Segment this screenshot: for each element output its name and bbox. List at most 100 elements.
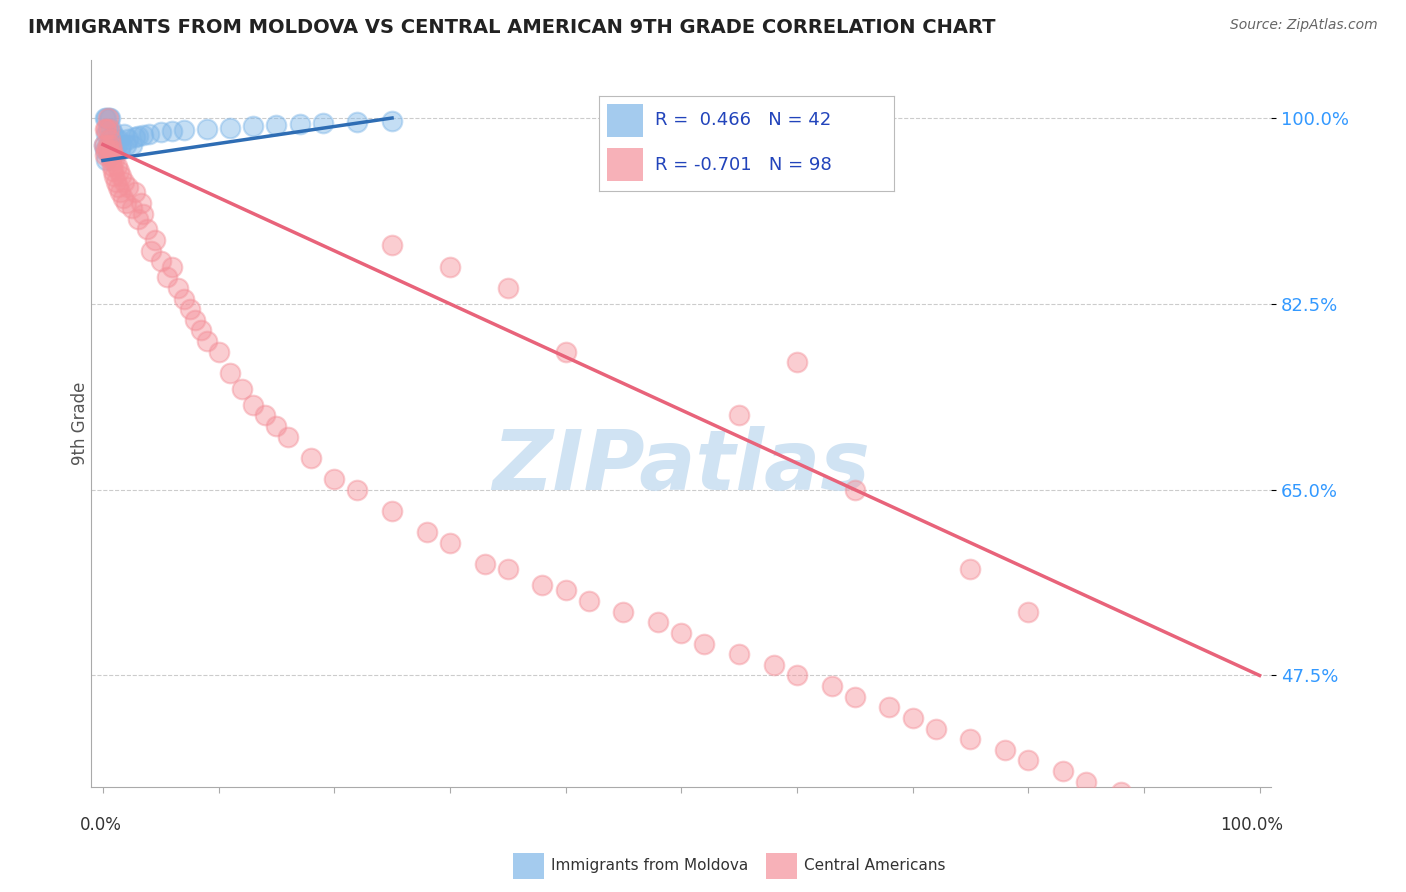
Point — [96, 143, 118, 157]
Point — [1191, 817, 1213, 831]
Point — [135, 222, 157, 236]
Point — [117, 180, 139, 194]
Point — [96, 137, 118, 152]
Point — [94, 121, 117, 136]
Point — [820, 679, 842, 693]
Point — [132, 128, 155, 142]
Point — [110, 137, 132, 152]
Point — [94, 148, 117, 162]
Point — [219, 120, 242, 135]
Point — [959, 732, 981, 747]
Point — [149, 125, 172, 139]
Point — [103, 169, 125, 184]
Point — [1156, 806, 1178, 821]
Point — [97, 143, 120, 157]
Point — [554, 344, 576, 359]
Point — [162, 124, 184, 138]
Point — [496, 562, 519, 576]
Point — [231, 382, 253, 396]
Point — [93, 137, 115, 152]
Point — [115, 137, 138, 152]
Point — [190, 323, 212, 337]
Point — [786, 355, 808, 369]
Point — [299, 450, 322, 465]
Point — [112, 127, 135, 141]
Point — [155, 270, 177, 285]
Point — [96, 121, 118, 136]
Point — [127, 211, 149, 226]
Text: 0.0%: 0.0% — [80, 816, 121, 834]
Point — [97, 111, 120, 125]
Point — [1052, 764, 1074, 778]
Point — [103, 148, 125, 162]
Point — [844, 690, 866, 704]
Point — [173, 292, 195, 306]
Point — [381, 238, 404, 252]
Point — [219, 366, 242, 380]
Point — [96, 111, 118, 125]
Point — [98, 148, 121, 162]
Point — [1237, 849, 1260, 863]
Point — [98, 148, 121, 162]
Point — [96, 127, 118, 141]
Point — [103, 164, 125, 178]
Point — [124, 186, 146, 200]
Point — [132, 206, 155, 220]
Point — [115, 196, 138, 211]
Point — [101, 159, 124, 173]
Point — [138, 127, 160, 141]
Point — [277, 429, 299, 443]
Point — [121, 201, 143, 215]
Point — [111, 191, 134, 205]
Point — [98, 111, 121, 125]
Point — [112, 175, 135, 189]
Point — [266, 119, 288, 133]
Y-axis label: 9th Grade: 9th Grade — [72, 382, 89, 465]
Point — [195, 334, 218, 348]
Point — [346, 483, 368, 497]
Point — [108, 164, 131, 178]
Text: 100.0%: 100.0% — [1220, 816, 1282, 834]
Point — [496, 281, 519, 295]
Point — [129, 196, 152, 211]
Point — [1133, 796, 1156, 810]
Point — [104, 175, 127, 189]
Point — [101, 137, 124, 152]
Point — [728, 409, 751, 423]
Point — [124, 130, 146, 145]
Point — [531, 578, 554, 592]
Point — [94, 111, 117, 125]
Point — [901, 711, 924, 725]
Point — [879, 700, 901, 714]
Point — [612, 605, 634, 619]
Point — [439, 260, 461, 274]
Point — [1225, 838, 1247, 853]
Point — [96, 153, 118, 168]
Text: Immigrants from Moldova: Immigrants from Moldova — [551, 858, 748, 873]
Text: Central Americans: Central Americans — [804, 858, 946, 873]
Point — [578, 594, 600, 608]
Point — [167, 281, 190, 295]
Point — [96, 143, 118, 157]
Point — [994, 743, 1017, 757]
Point — [474, 557, 496, 571]
Point — [162, 260, 184, 274]
Point — [149, 254, 172, 268]
Point — [121, 137, 143, 152]
Point — [98, 132, 121, 146]
Point — [110, 186, 132, 200]
Point — [105, 137, 128, 152]
Text: IMMIGRANTS FROM MOLDOVA VS CENTRAL AMERICAN 9TH GRADE CORRELATION CHART: IMMIGRANTS FROM MOLDOVA VS CENTRAL AMERI… — [28, 18, 995, 37]
Point — [110, 143, 132, 157]
Point — [381, 504, 404, 518]
Point — [266, 418, 288, 433]
Point — [94, 143, 117, 157]
Point — [693, 637, 716, 651]
Point — [96, 121, 118, 136]
Point — [786, 668, 808, 682]
Point — [104, 132, 127, 146]
Text: ZIPatlas: ZIPatlas — [492, 426, 870, 508]
Point — [195, 121, 218, 136]
Point — [554, 583, 576, 598]
Point — [959, 562, 981, 576]
